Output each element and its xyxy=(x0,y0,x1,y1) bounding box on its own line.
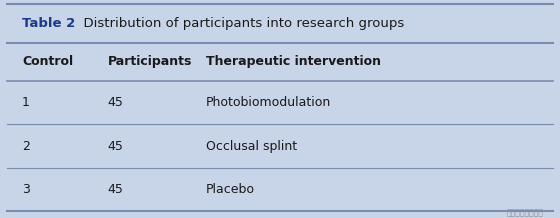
Text: Occlusal splint: Occlusal splint xyxy=(206,140,297,153)
Text: Distribution of participants into research groups: Distribution of participants into resear… xyxy=(75,17,404,30)
Text: Placebo: Placebo xyxy=(206,183,255,196)
Text: 1: 1 xyxy=(22,96,30,109)
Text: Table 2: Table 2 xyxy=(22,17,75,30)
Text: Therapeutic intervention: Therapeutic intervention xyxy=(206,55,381,68)
Text: 浙一口腔正奚林军: 浙一口腔正奚林军 xyxy=(506,209,543,218)
Text: 3: 3 xyxy=(22,183,30,196)
Text: Photobiomodulation: Photobiomodulation xyxy=(206,96,332,109)
Text: 45: 45 xyxy=(108,96,124,109)
Text: Participants: Participants xyxy=(108,55,192,68)
Text: 45: 45 xyxy=(108,183,124,196)
Text: Control: Control xyxy=(22,55,73,68)
Text: 45: 45 xyxy=(108,140,124,153)
Text: 2: 2 xyxy=(22,140,30,153)
